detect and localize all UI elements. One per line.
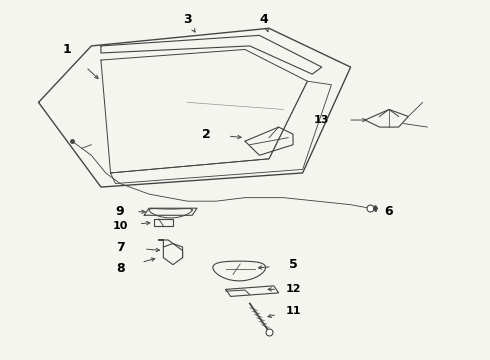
Text: 1: 1 bbox=[63, 43, 72, 56]
Text: 2: 2 bbox=[202, 128, 211, 141]
Text: 6: 6 bbox=[385, 205, 393, 218]
Text: 13: 13 bbox=[314, 115, 329, 125]
Text: 4: 4 bbox=[260, 13, 269, 26]
Text: 5: 5 bbox=[289, 258, 297, 271]
Text: 11: 11 bbox=[285, 306, 301, 315]
Text: 9: 9 bbox=[116, 205, 124, 218]
Text: 7: 7 bbox=[116, 240, 124, 253]
Text: 10: 10 bbox=[113, 221, 128, 231]
Text: 3: 3 bbox=[183, 13, 192, 26]
Text: 12: 12 bbox=[285, 284, 301, 294]
Text: 8: 8 bbox=[116, 262, 124, 275]
